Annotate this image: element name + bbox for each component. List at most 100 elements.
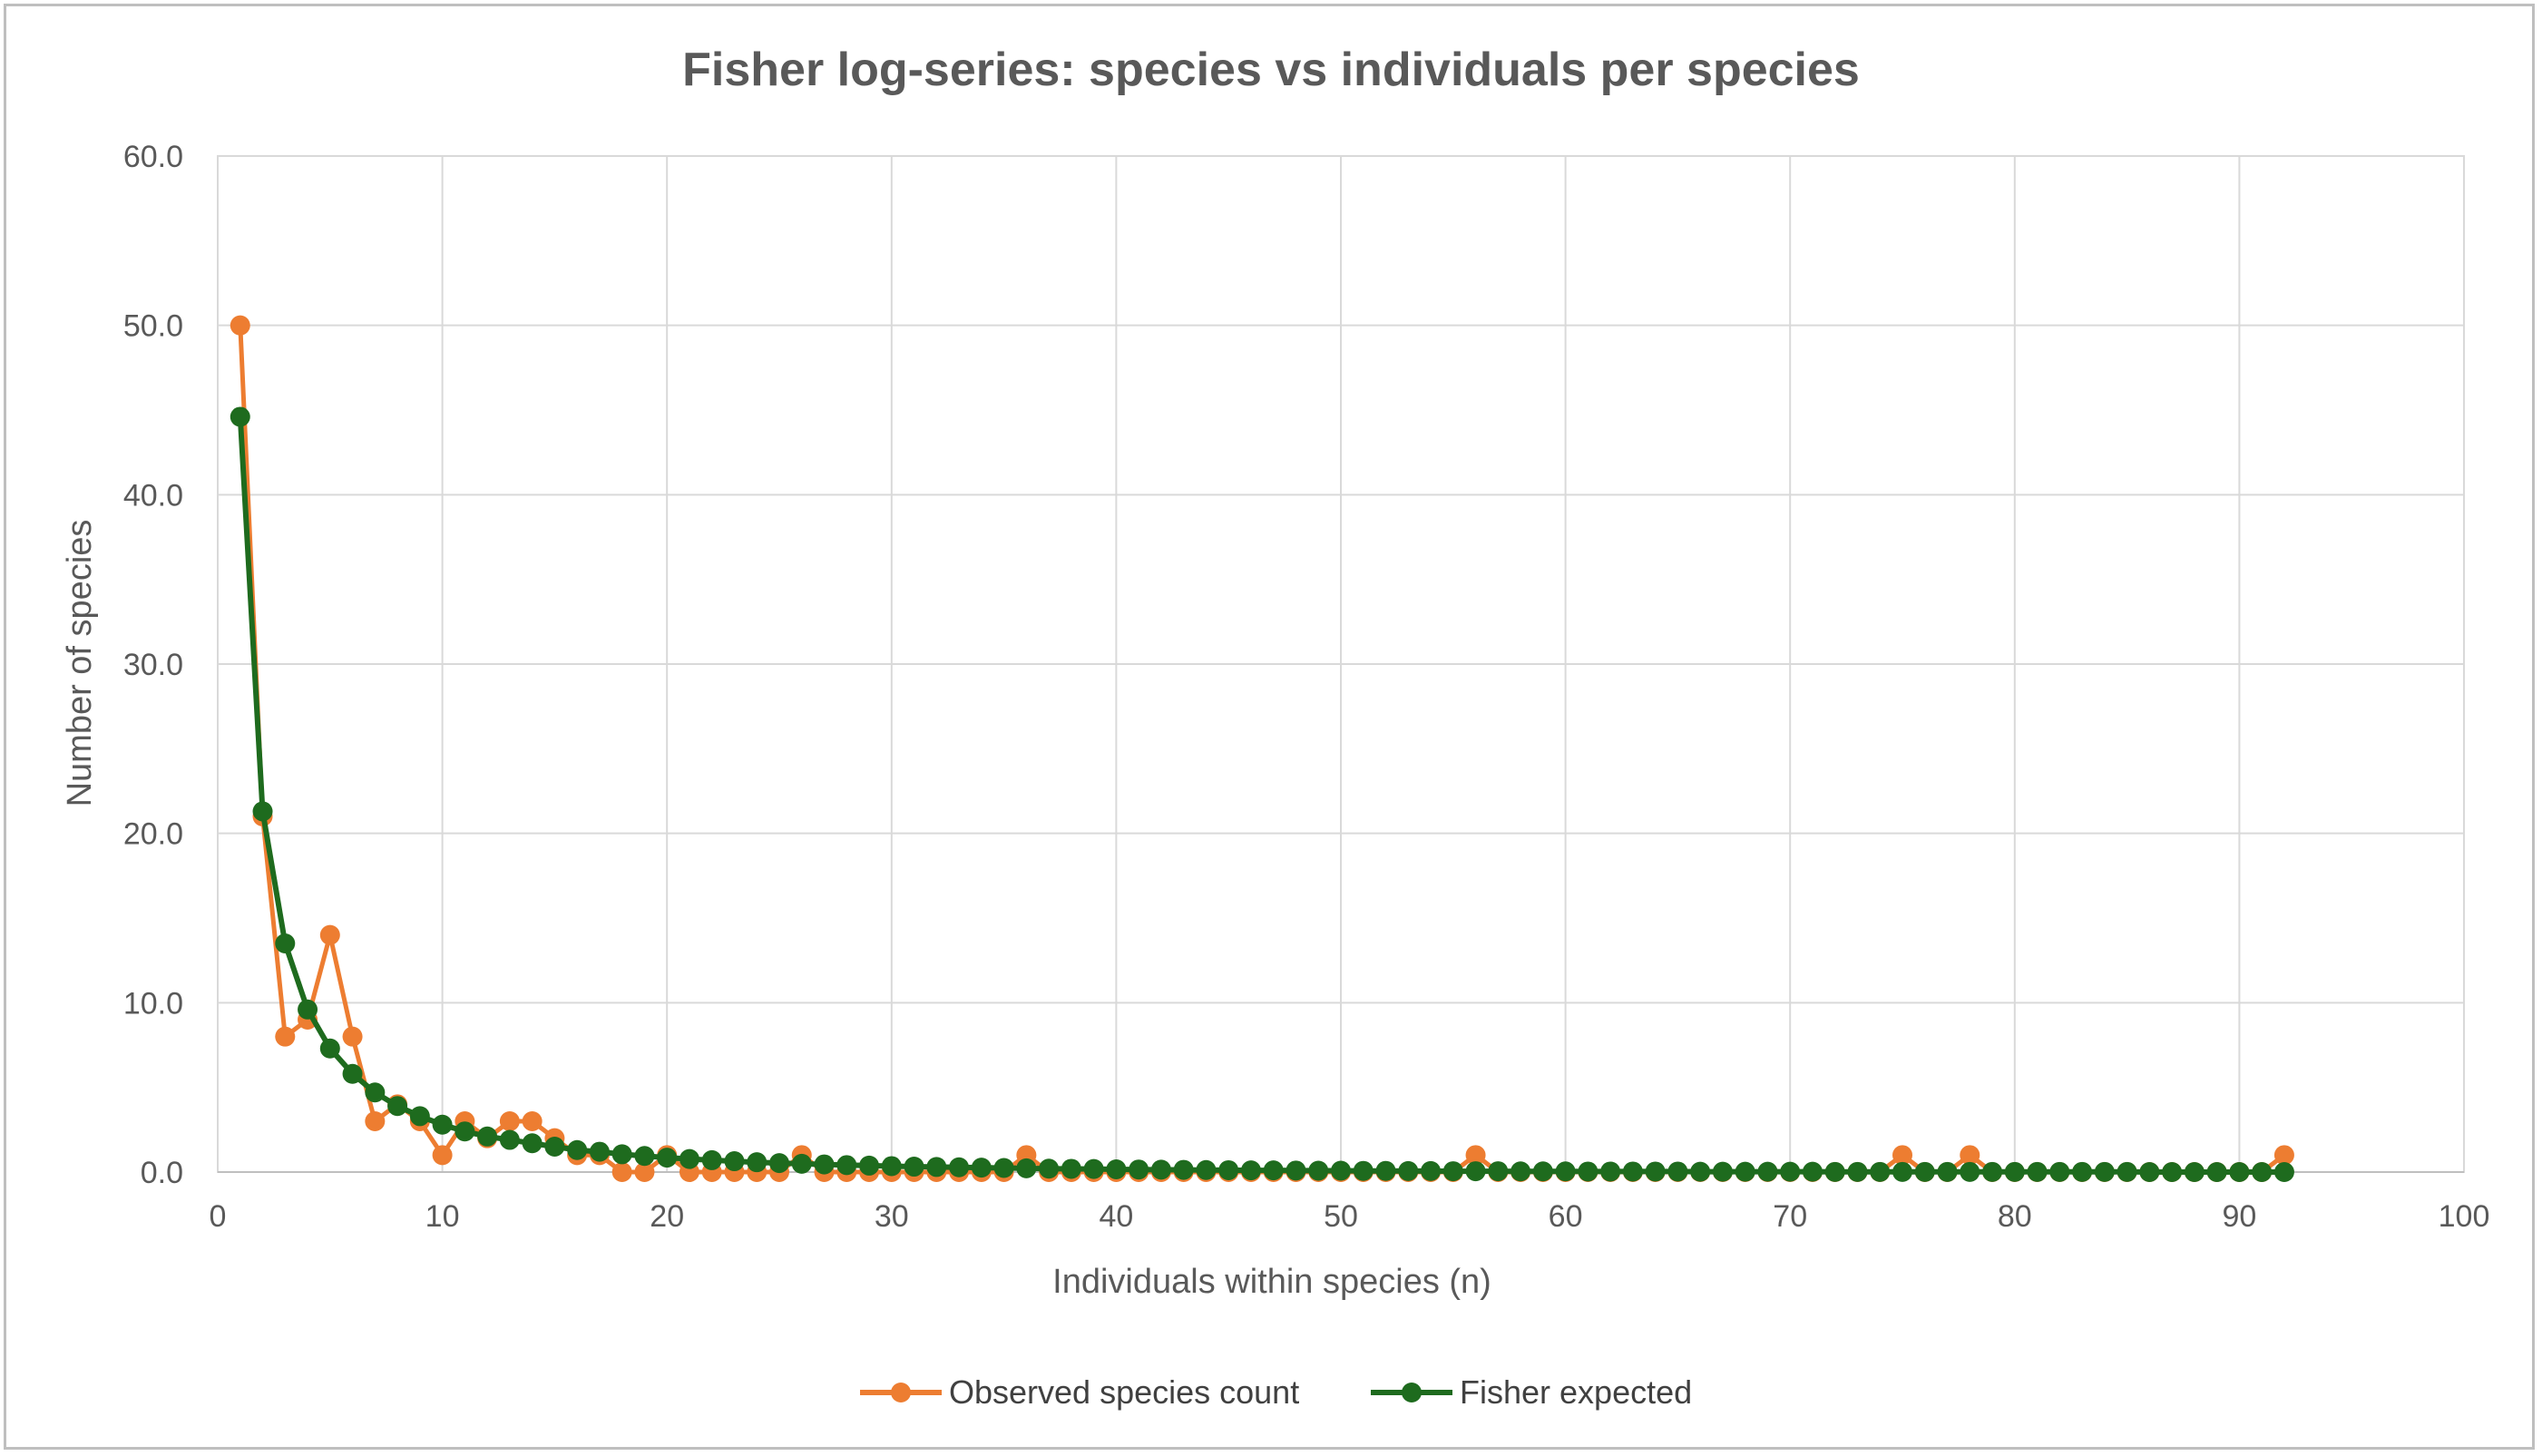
data-point <box>275 1026 296 1047</box>
x-tick-label: 90 <box>2222 1199 2256 1234</box>
data-point <box>319 924 340 945</box>
y-tick-label: 10.0 <box>123 986 183 1021</box>
data-point <box>724 1151 745 1172</box>
plot-series <box>230 315 2294 1182</box>
data-point <box>1106 1159 1127 1180</box>
data-point <box>1847 1161 1868 1182</box>
data-point <box>1039 1158 1060 1179</box>
data-point <box>2072 1161 2093 1182</box>
axes: 0.0 10.0 20.0 30.0 40.0 50.0 60.0 0 10 20 30 40 50 60… <box>123 140 2490 1234</box>
data-point <box>2049 1161 2070 1182</box>
data-point <box>2184 1162 2205 1182</box>
data-point <box>1465 1161 1486 1182</box>
data-point <box>1960 1161 1980 1182</box>
data-point <box>1016 1158 1037 1178</box>
data-point <box>342 1063 363 1084</box>
data-point <box>904 1157 924 1178</box>
data-point <box>657 1148 678 1168</box>
data-point <box>1240 1160 1261 1181</box>
data-point <box>1712 1161 1733 1182</box>
data-point <box>499 1111 520 1131</box>
data-point <box>1870 1161 1891 1182</box>
data-point <box>342 1026 363 1047</box>
data-point <box>1780 1161 1801 1182</box>
data-point <box>634 1146 655 1167</box>
series-1 <box>230 406 2294 1182</box>
x-tick-label: 40 <box>1099 1199 1133 1234</box>
data-point <box>2162 1162 2183 1182</box>
data-point <box>611 1162 632 1182</box>
data-point <box>319 1038 340 1059</box>
data-point <box>1960 1145 1980 1166</box>
chart-title: Fisher log-series: species vs individual… <box>682 44 1860 96</box>
data-point <box>477 1126 498 1147</box>
legend-label: Fisher expected <box>1460 1373 1692 1411</box>
data-point <box>747 1152 767 1173</box>
data-point <box>1331 1160 1351 1181</box>
data-point <box>522 1111 543 1131</box>
data-point <box>1129 1159 1149 1180</box>
legend: Observed species count Fisher expected <box>860 1373 1692 1411</box>
x-tick-label: 0 <box>210 1199 227 1234</box>
legend-swatch-marker <box>891 1383 911 1402</box>
data-point <box>275 933 296 953</box>
data-point <box>387 1096 408 1117</box>
data-point <box>1937 1161 1958 1182</box>
data-point <box>455 1121 475 1142</box>
data-point <box>2027 1161 2048 1182</box>
data-point <box>679 1148 699 1169</box>
data-point <box>1802 1161 1823 1182</box>
data-point <box>1083 1158 1104 1179</box>
data-point <box>971 1158 992 1178</box>
data-point <box>1375 1160 1396 1181</box>
x-tick-label: 70 <box>1773 1199 1807 1234</box>
y-tick-label: 60.0 <box>123 140 183 174</box>
series-line <box>237 416 2284 1175</box>
y-tick-label: 30.0 <box>123 648 183 682</box>
data-point <box>409 1106 430 1127</box>
data-point <box>1173 1159 1194 1180</box>
x-tick-label: 50 <box>1324 1199 1358 1234</box>
y-tick-label: 40.0 <box>123 478 183 513</box>
data-point <box>1600 1161 1621 1182</box>
data-point <box>365 1111 386 1131</box>
data-point <box>836 1155 857 1176</box>
data-point <box>1398 1160 1419 1181</box>
data-point <box>1263 1160 1284 1181</box>
data-point <box>1757 1161 1778 1182</box>
y-tick-label: 50.0 <box>123 309 183 344</box>
data-point <box>1645 1161 1666 1182</box>
data-point <box>1196 1159 1217 1180</box>
data-point <box>1914 1161 1935 1182</box>
data-point <box>1286 1160 1306 1181</box>
data-point <box>2004 1161 2025 1182</box>
data-point <box>2206 1162 2227 1182</box>
data-point <box>1824 1161 1845 1182</box>
gridlines <box>217 155 2465 1173</box>
data-point <box>230 406 250 427</box>
x-tick-label: 60 <box>1549 1199 1583 1234</box>
data-point <box>544 1137 565 1157</box>
x-tick-label: 20 <box>650 1199 684 1234</box>
data-point <box>1982 1161 2003 1182</box>
x-tick-label: 30 <box>875 1199 909 1234</box>
data-point <box>1465 1145 1486 1166</box>
data-point <box>2117 1161 2137 1182</box>
x-tick-label: 100 <box>2439 1199 2490 1234</box>
y-tick-label: 20.0 <box>123 817 183 852</box>
y-tick-label: 0.0 <box>141 1156 183 1190</box>
data-point <box>432 1145 453 1166</box>
data-point <box>1532 1161 1553 1182</box>
x-tick-label: 10 <box>425 1199 460 1234</box>
data-point <box>1578 1161 1599 1182</box>
series-0 <box>230 315 2294 1182</box>
data-point <box>1353 1160 1374 1181</box>
data-point <box>2273 1162 2294 1182</box>
x-axis-title: Individuals within species (n) <box>1052 1263 1491 1301</box>
data-point <box>1667 1161 1688 1182</box>
data-point <box>2252 1162 2273 1182</box>
data-point <box>252 801 273 822</box>
data-point <box>1555 1161 1576 1182</box>
data-point <box>2273 1145 2294 1166</box>
